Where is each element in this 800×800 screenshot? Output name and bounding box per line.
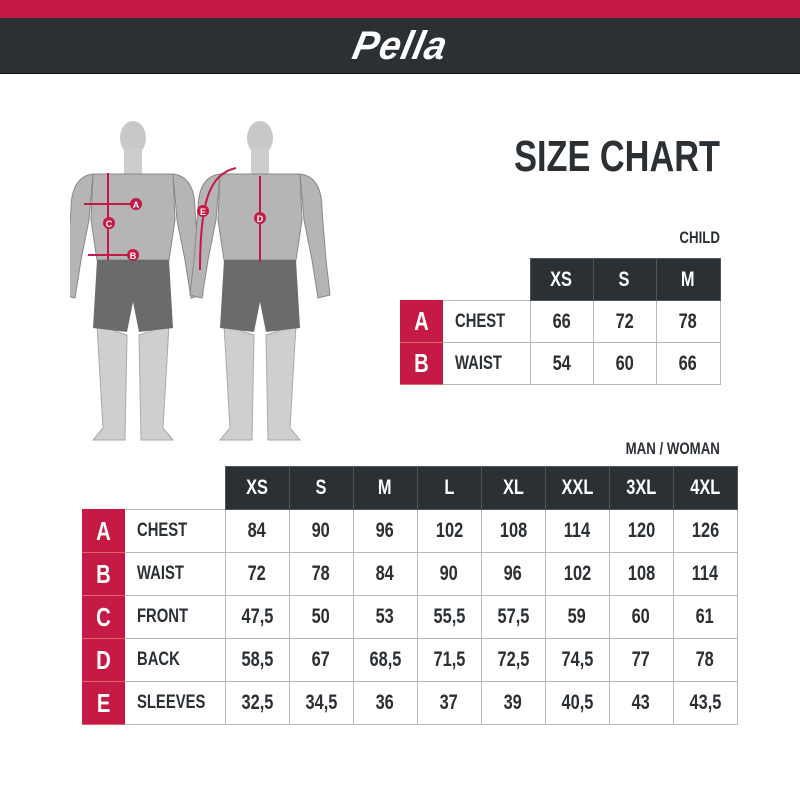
- table-cell: 108: [608, 552, 674, 596]
- table-row: D BACK 58,5 67 68,5 71,5 72,5 74,5 77 78: [82, 638, 738, 682]
- table-cell: 67: [288, 638, 354, 682]
- row-label: WAIST: [124, 552, 226, 596]
- table-cell: 102: [544, 552, 610, 596]
- brand-logo: Pella: [348, 24, 452, 68]
- row-letter: A: [82, 509, 125, 553]
- marker-a: A: [133, 200, 140, 210]
- table-row: B WAIST 54 60 66: [400, 342, 721, 385]
- size-header: M: [655, 258, 721, 301]
- table-cell: 72: [224, 552, 290, 596]
- row-label: BACK: [124, 638, 226, 682]
- table-cell: 90: [288, 509, 354, 553]
- size-header: XXL: [544, 466, 610, 510]
- size-header: L: [416, 466, 482, 510]
- table-cell: 126: [672, 509, 738, 553]
- size-header: S: [288, 466, 354, 510]
- header-bar: [0, 18, 800, 74]
- body-measurement-illustration: A B C D E: [70, 120, 331, 441]
- table-row: E SLEEVES 32,5 34,5 36 37 39 40,5 43 43,5: [82, 681, 738, 725]
- table-cell: 114: [672, 552, 738, 596]
- table-cell: 55,5: [416, 595, 482, 639]
- table-cell: 114: [544, 509, 610, 553]
- table-cell: 120: [608, 509, 674, 553]
- row-letter: B: [82, 552, 125, 596]
- table-cell: 43: [608, 681, 674, 725]
- row-letter: E: [82, 681, 125, 725]
- table-cell: 60: [608, 595, 674, 639]
- table-cell: 90: [416, 552, 482, 596]
- table-cell: 37: [416, 681, 482, 725]
- marker-c: C: [106, 219, 113, 229]
- table-cell: 61: [672, 595, 738, 639]
- table-cell: 43,5: [672, 681, 738, 725]
- table-row: C FRONT 47,5 50 53 55,5 57,5 59 60 61: [82, 595, 738, 639]
- size-header: XS: [224, 466, 290, 510]
- table-cell: 72,5: [480, 638, 546, 682]
- table-cell: 78: [288, 552, 354, 596]
- table-cell: 108: [480, 509, 546, 553]
- table-cell: 84: [224, 509, 290, 553]
- child-caption: CHILD: [679, 228, 720, 247]
- table-cell: 68,5: [352, 638, 418, 682]
- child-size-table: XS S M A CHEST 66 72 78 B WAIST 54 60 66: [400, 258, 721, 385]
- size-header: S: [592, 258, 657, 301]
- table-cell: 57,5: [480, 595, 546, 639]
- table-row: A CHEST 66 72 78: [400, 300, 721, 343]
- size-header: 4XL: [672, 466, 738, 510]
- front-figure: A B C: [70, 120, 204, 441]
- table-row: B WAIST 72 78 84 90 96 102 108 114: [82, 552, 738, 596]
- table-cell: 84: [352, 552, 418, 596]
- table-row: A CHEST 84 90 96 102 108 114 120 126: [82, 509, 738, 553]
- table-cell: 96: [480, 552, 546, 596]
- table-cell: 40,5: [544, 681, 610, 725]
- size-header: 3XL: [608, 466, 674, 510]
- size-header: M: [352, 466, 418, 510]
- table-cell: 32,5: [224, 681, 290, 725]
- adult-caption: MAN / WOMAN: [625, 439, 720, 458]
- table-cell: 96: [352, 509, 418, 553]
- row-label: CHEST: [124, 509, 226, 553]
- row-letter: C: [82, 595, 125, 639]
- table-cell: 77: [608, 638, 674, 682]
- table-cell: 47,5: [224, 595, 290, 639]
- table-cell: 34,5: [288, 681, 354, 725]
- table-cell: 74,5: [544, 638, 610, 682]
- adult-size-table: XS S M L XL XXL 3XL 4XL A CHEST 84 90 96 102 108 114 120…: [82, 466, 738, 725]
- back-figure: D E: [189, 120, 331, 441]
- table-cell: 102: [416, 509, 482, 553]
- marker-b: B: [130, 251, 137, 261]
- table-cell: 78: [672, 638, 738, 682]
- table-cell: 58,5: [224, 638, 290, 682]
- table-cell: 36: [352, 681, 418, 725]
- page-title: SIZE CHART: [514, 132, 720, 181]
- size-header: XL: [480, 466, 546, 510]
- table-cell: 50: [288, 595, 354, 639]
- table-cell: 71,5: [416, 638, 482, 682]
- size-header: XS: [529, 258, 594, 301]
- table-cell: 39: [480, 681, 546, 725]
- row-label: SLEEVES: [124, 681, 226, 725]
- table-cell: 59: [544, 595, 610, 639]
- marker-e: E: [200, 207, 206, 217]
- row-label: FRONT: [124, 595, 226, 639]
- top-accent-band: [0, 0, 800, 18]
- marker-d: D: [257, 214, 264, 224]
- table-cell: 53: [352, 595, 418, 639]
- row-letter: D: [82, 638, 125, 682]
